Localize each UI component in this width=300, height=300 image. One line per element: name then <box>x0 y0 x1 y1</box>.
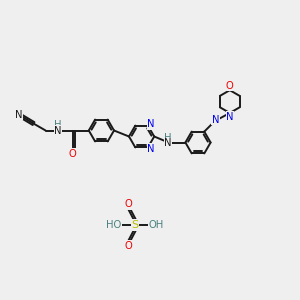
Text: O: O <box>124 241 132 251</box>
Text: N: N <box>147 144 155 154</box>
Text: O: O <box>226 81 234 91</box>
Text: O: O <box>69 149 76 159</box>
Text: H: H <box>164 133 172 143</box>
Text: HO: HO <box>106 220 122 230</box>
Text: O: O <box>124 199 132 209</box>
Text: H: H <box>55 120 62 130</box>
Text: N: N <box>147 119 155 129</box>
Text: N: N <box>226 112 233 122</box>
Text: OH: OH <box>148 220 164 230</box>
Text: N: N <box>55 125 62 136</box>
Text: S: S <box>131 220 139 230</box>
Text: N: N <box>212 115 219 124</box>
Text: N: N <box>164 138 172 148</box>
Text: N: N <box>15 110 22 120</box>
